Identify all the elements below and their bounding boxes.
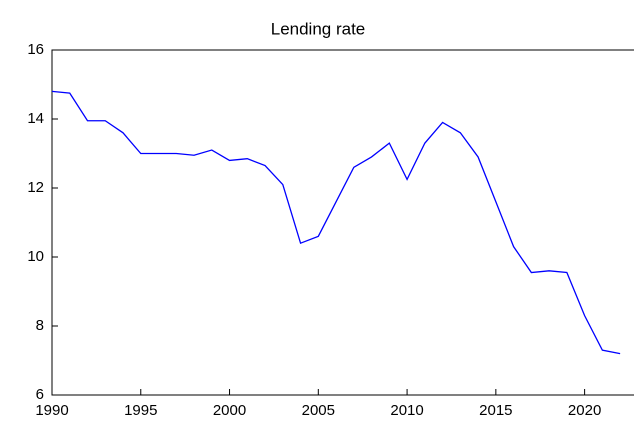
x-tick-label: 1995 [124, 402, 157, 419]
plot-frame [51, 49, 634, 396]
x-tick-label: 2005 [302, 402, 335, 419]
x-tick-label: 2010 [390, 402, 423, 419]
y-tick-label: 16 [27, 41, 44, 58]
y-tick-label: 6 [36, 386, 44, 403]
y-tick-label: 10 [27, 248, 44, 265]
y-tick-label: 12 [27, 179, 44, 196]
x-tick-label: 2015 [479, 402, 512, 419]
y-tick-label: 8 [36, 317, 44, 334]
y-tick-label: 14 [27, 110, 44, 127]
data-line [51, 90, 621, 355]
x-tick-label: 1990 [35, 402, 68, 419]
x-tick-label: 2000 [213, 402, 246, 419]
chart-title: Lending rate [271, 19, 366, 38]
x-tick-label: 2020 [568, 402, 601, 419]
